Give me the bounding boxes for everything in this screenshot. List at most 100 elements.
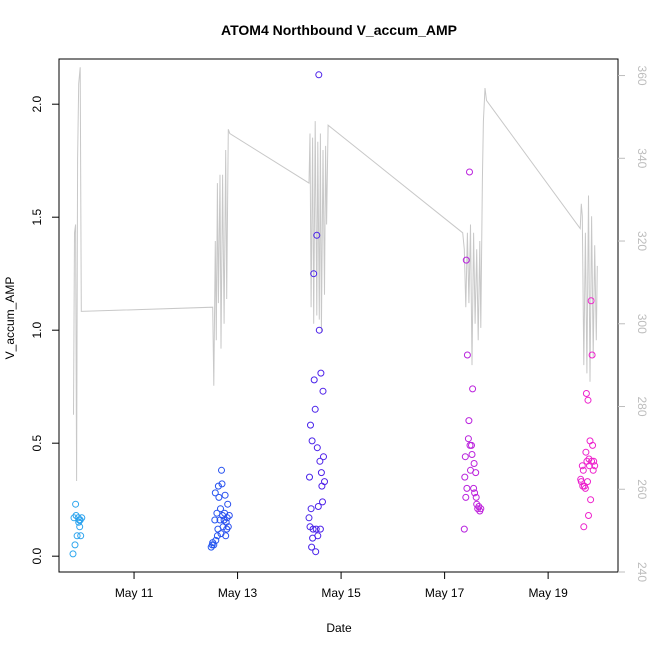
data-point: [315, 326, 323, 334]
data-point: [582, 390, 590, 397]
data-point: [469, 385, 477, 393]
data-point: [307, 421, 314, 429]
data-point: [585, 512, 592, 519]
data-point: [315, 71, 323, 79]
data-point: [579, 466, 587, 474]
data-point: [69, 550, 77, 558]
data-point: [218, 466, 225, 474]
data-point: [586, 437, 594, 445]
data-point: [468, 451, 476, 458]
data-point: [461, 453, 469, 461]
data-point: [586, 462, 593, 470]
data-point: [464, 435, 472, 443]
data-point: [308, 543, 316, 551]
data-point: [472, 469, 480, 477]
data-point: [224, 523, 232, 531]
data-point: [311, 405, 319, 413]
data-point: [462, 493, 470, 501]
data-point: [463, 484, 471, 492]
data-point: [313, 444, 321, 452]
data-point: [581, 484, 589, 492]
data-point: [470, 460, 478, 467]
x-tick-label: May 13: [218, 586, 258, 600]
y-tick-label: 1.5: [30, 209, 44, 226]
data-point: [77, 532, 85, 540]
data-point: [309, 525, 317, 533]
data-point: [76, 516, 84, 524]
data-point: [312, 548, 320, 556]
data-point: [470, 484, 478, 492]
data-point: [310, 270, 318, 278]
y2-tick-label: 340: [635, 148, 649, 168]
data-point: [213, 532, 221, 540]
data-point: [215, 493, 223, 501]
points-series: [69, 71, 599, 558]
data-point: [591, 462, 599, 470]
data-point: [466, 168, 473, 176]
data-point: [314, 503, 322, 510]
x-axis-label: Date: [326, 621, 352, 635]
data-point: [307, 505, 315, 513]
data-point: [72, 500, 80, 508]
data-point: [318, 482, 326, 490]
data-point: [73, 532, 81, 540]
data-point: [321, 478, 328, 486]
y-tick-label: 0.5: [30, 435, 44, 452]
y2-tick-label: 280: [635, 397, 649, 417]
data-point: [588, 351, 596, 359]
x-axis: May 11 May 13 May 15 May 17 May 19: [115, 572, 568, 600]
data-point: [468, 441, 475, 449]
data-point: [76, 523, 84, 531]
y-axis: 0.0 0.5 1.0 1.5 2.0: [30, 96, 59, 565]
y-axis-label: V_accum_AMP: [3, 277, 17, 360]
data-point: [584, 478, 591, 486]
data-point: [316, 525, 324, 533]
data-point: [578, 462, 586, 470]
data-point: [460, 525, 468, 533]
y-tick-label: 1.0: [30, 322, 44, 339]
data-point: [580, 523, 588, 531]
y2-tick-label: 300: [635, 314, 649, 334]
data-point: [471, 489, 479, 497]
data-point: [221, 491, 229, 499]
y2-tick-label: 320: [635, 231, 649, 251]
data-point: [78, 514, 86, 522]
chart-title: ATOM4 Northbound V_accum_AMP: [221, 22, 457, 38]
data-point: [317, 469, 325, 477]
data-point: [224, 500, 232, 508]
data-point: [308, 437, 316, 445]
data-point: [310, 376, 318, 384]
data-point: [461, 473, 469, 481]
data-point: [316, 457, 324, 465]
data-point: [225, 512, 233, 519]
data-point: [477, 505, 485, 513]
data-point: [589, 441, 597, 449]
data-point: [210, 541, 218, 549]
data-point: [587, 297, 595, 305]
data-point: [589, 466, 597, 474]
y-tick-label: 2.0: [30, 96, 44, 113]
data-point: [306, 473, 313, 481]
data-point: [587, 496, 595, 504]
data-point: [314, 532, 322, 540]
data-point: [319, 387, 327, 395]
y-axis-right: 240 260 280 300 320 340 360: [618, 66, 649, 582]
x-tick-label: May 17: [425, 586, 465, 600]
x-tick-label: May 15: [321, 586, 361, 600]
data-point: [463, 351, 471, 359]
data-point: [312, 525, 320, 533]
y2-tick-label: 240: [635, 562, 649, 582]
data-point: [212, 536, 220, 544]
line-series-path: [73, 67, 598, 482]
data-point: [305, 514, 313, 522]
data-point: [319, 498, 326, 506]
y2-tick-label: 260: [635, 479, 649, 499]
data-point: [475, 503, 483, 510]
data-point: [213, 509, 221, 517]
data-point: [222, 518, 230, 526]
data-point: [584, 396, 592, 404]
data-point: [313, 231, 321, 239]
data-point: [214, 482, 222, 490]
data-point: [582, 448, 590, 456]
